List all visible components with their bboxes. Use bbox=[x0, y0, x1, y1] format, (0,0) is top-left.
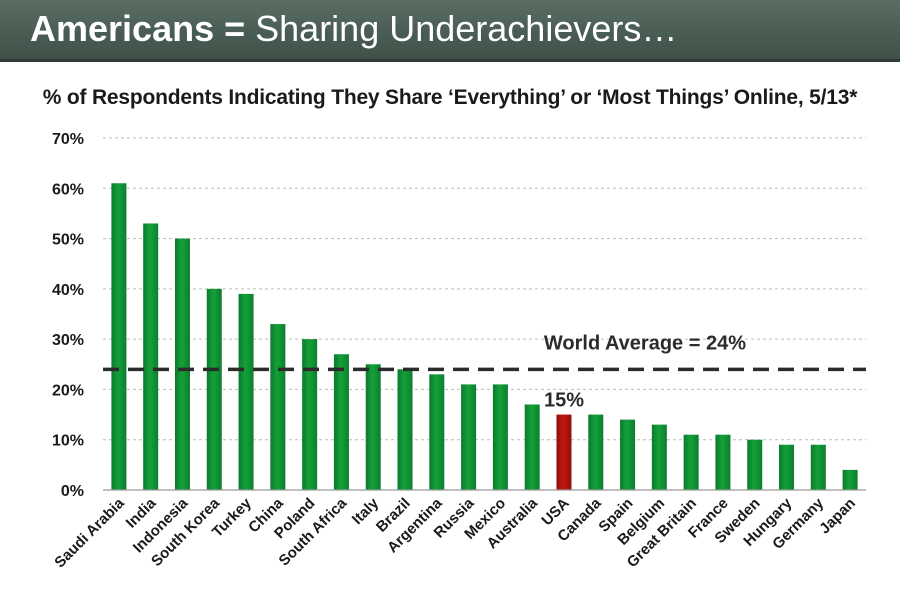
bar-indonesia bbox=[174, 238, 190, 490]
chart-subtitle: % of Respondents Indicating They Share ‘… bbox=[42, 86, 858, 109]
bar-south-korea bbox=[206, 288, 222, 490]
bar-china bbox=[270, 324, 286, 490]
bar-mexico bbox=[492, 384, 508, 490]
y-tick-label: 50% bbox=[52, 232, 84, 249]
y-tick-label: 20% bbox=[52, 382, 84, 399]
title-bold: Americans = bbox=[30, 8, 246, 49]
bar-sweden bbox=[747, 439, 763, 490]
bar-france bbox=[715, 434, 731, 490]
bar-argentina bbox=[429, 374, 445, 490]
y-tick-label: 0% bbox=[61, 483, 84, 500]
bar-australia bbox=[524, 404, 540, 490]
bar-usa bbox=[556, 414, 572, 490]
x-tick-label: Saudi Arabia bbox=[51, 494, 128, 571]
bar-germany bbox=[810, 444, 826, 490]
usa-value-label: 15% bbox=[544, 390, 584, 412]
bar-japan bbox=[842, 469, 858, 490]
y-tick-label: 60% bbox=[52, 181, 84, 198]
y-tick-label: 40% bbox=[52, 282, 84, 299]
bar-russia bbox=[461, 384, 477, 490]
world-average-label: World Average = 24% bbox=[544, 332, 746, 354]
bar-canada bbox=[588, 414, 604, 490]
bar-belgium bbox=[651, 424, 667, 490]
bar-turkey bbox=[238, 293, 254, 490]
bar-brazil bbox=[397, 369, 413, 490]
x-tick-label: Japan bbox=[816, 495, 859, 538]
y-tick-label: 10% bbox=[52, 433, 84, 450]
bar-spain bbox=[620, 419, 636, 490]
bar-poland bbox=[302, 339, 318, 490]
title-rest: Sharing Underachievers… bbox=[255, 8, 678, 49]
bar-south-africa bbox=[333, 354, 349, 490]
y-tick-label: 70% bbox=[52, 131, 84, 148]
title-bar: Americans = Sharing Underachievers… bbox=[0, 0, 900, 62]
bar-hungary bbox=[779, 444, 795, 490]
bar-italy bbox=[365, 364, 381, 490]
bar-saudi-arabia bbox=[111, 183, 127, 490]
y-tick-label: 30% bbox=[52, 332, 84, 349]
bar-great-britain bbox=[683, 434, 699, 490]
bar-india bbox=[143, 223, 159, 490]
slide-title: Americans = Sharing Underachievers… bbox=[30, 8, 677, 50]
